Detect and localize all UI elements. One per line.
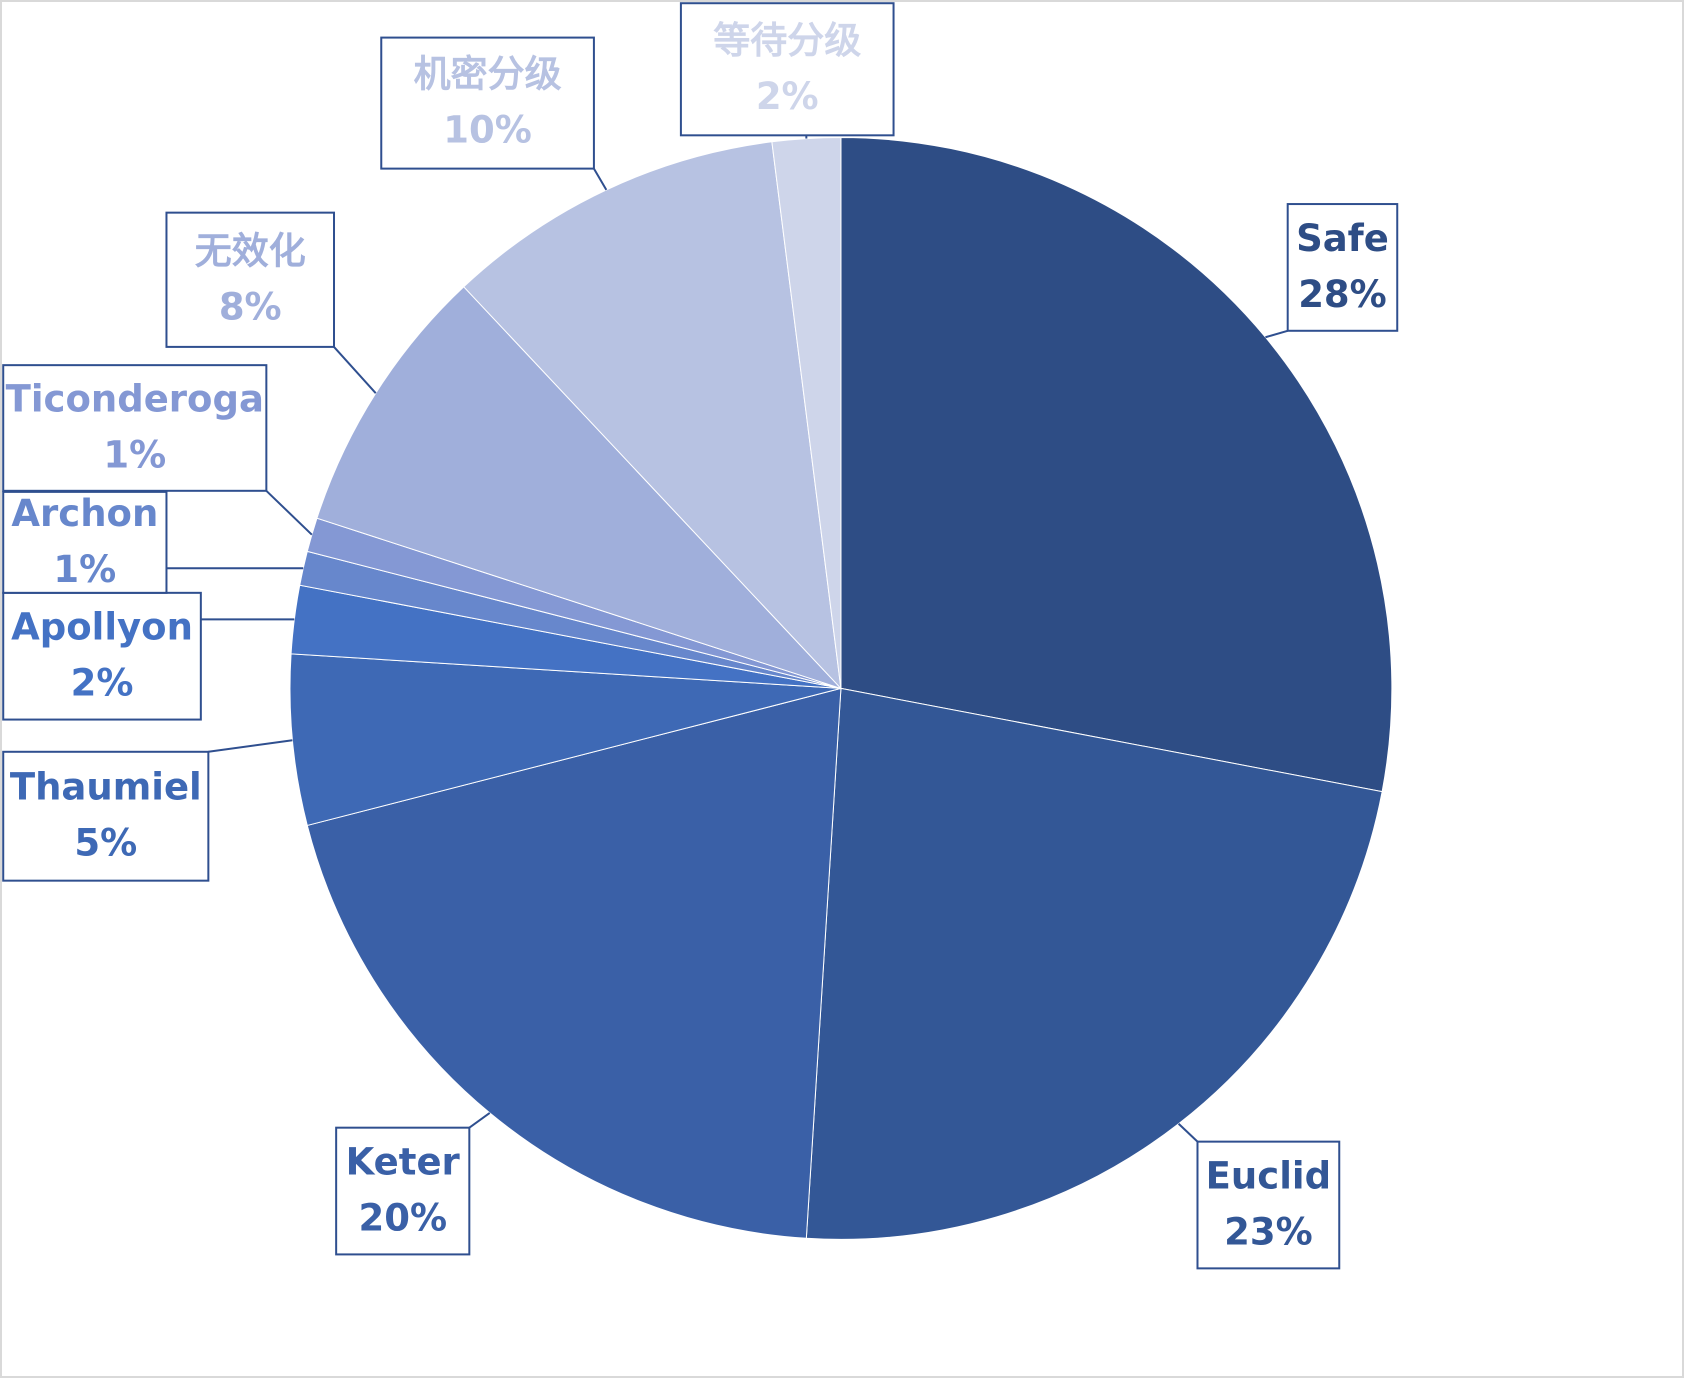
label-box xyxy=(165,211,336,348)
label-box xyxy=(335,1126,471,1256)
label-value: 1% xyxy=(103,433,166,476)
leader-line xyxy=(265,490,313,536)
label-name: Euclid xyxy=(1206,1155,1331,1198)
pie-slice xyxy=(463,141,842,690)
label-value: 5% xyxy=(74,822,137,865)
label-value: 23% xyxy=(1224,1211,1313,1254)
label-value: 20% xyxy=(358,1197,447,1240)
leader-line xyxy=(468,1112,491,1129)
label-name: 无效化 xyxy=(195,229,306,272)
label-name: Thaumiel xyxy=(10,766,202,809)
label-box xyxy=(2,490,168,594)
label-name: Safe xyxy=(1296,217,1389,260)
leader-line xyxy=(333,346,377,394)
label-box xyxy=(2,591,202,721)
label-name: Archon xyxy=(11,492,158,535)
label-name: Keter xyxy=(346,1141,461,1184)
label-name: Apollyon xyxy=(11,606,193,649)
label-value: 10% xyxy=(443,109,532,152)
label-box xyxy=(2,364,268,492)
leader-line xyxy=(1265,329,1288,339)
label-name: 机密分级 xyxy=(414,53,562,96)
label-box xyxy=(2,750,210,882)
label-value: 2% xyxy=(71,662,134,705)
leader-line xyxy=(1177,1123,1199,1143)
label-value: 8% xyxy=(219,285,282,328)
leader-line xyxy=(208,739,293,753)
label-name: 等待分级 xyxy=(713,19,861,62)
label-box xyxy=(679,2,895,137)
pie-slice xyxy=(805,687,1383,1240)
pie-slice xyxy=(316,286,842,689)
label-value: 2% xyxy=(756,75,819,118)
label-box xyxy=(1286,203,1399,332)
label-name: Ticonderoga xyxy=(6,377,264,420)
label-value: 1% xyxy=(53,548,116,591)
label-value: 28% xyxy=(1298,273,1387,316)
leader-line xyxy=(593,168,608,191)
label-box xyxy=(380,36,595,170)
pie-slice xyxy=(289,653,842,827)
label-box xyxy=(1196,1140,1341,1270)
